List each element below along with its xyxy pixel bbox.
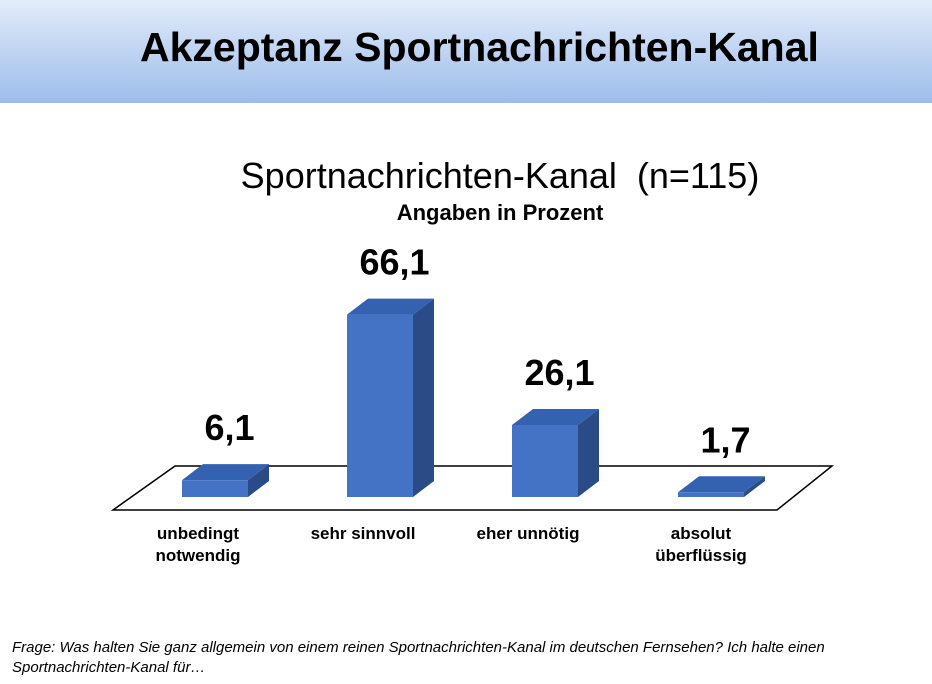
value-label: 66,1 (359, 242, 429, 283)
category-label: sehr sinnvoll (311, 524, 416, 543)
bar-side-face (413, 298, 434, 497)
chart-subtitle: Angaben in Prozent (396, 200, 604, 225)
bar-top-face (678, 476, 765, 493)
bar-side-face (248, 464, 269, 497)
bar-front-face (182, 480, 248, 497)
category-label: eher unnötig (477, 524, 580, 543)
bar-top-face (347, 298, 434, 315)
category-label: notwendig (156, 546, 241, 565)
bar-top-face (512, 408, 599, 425)
value-label: 6,1 (204, 407, 254, 448)
bar-2 (347, 298, 434, 497)
bar-3 (512, 408, 599, 497)
bar-top-face (182, 464, 269, 481)
bar-side-face (744, 476, 765, 497)
bar-front-face (512, 424, 578, 497)
value-label: 26,1 (524, 352, 594, 393)
header-banner: Akzeptanz Sportnachrichten-Kanal (0, 0, 932, 103)
bar-side-face (578, 408, 599, 497)
category-label: absolut (671, 524, 732, 543)
bar-4 (678, 476, 765, 497)
chart-title: Sportnachrichten-Kanal (n=115) (240, 155, 760, 196)
survey-question: Frage: Was halten Sie ganz allgemein von… (12, 639, 825, 676)
chart-floor (110, 465, 835, 511)
value-label: 1,7 (700, 419, 750, 460)
bar-front-face (347, 314, 413, 497)
category-label: überflüssig (655, 546, 747, 565)
bar-front-face (678, 492, 744, 497)
bar-1 (182, 464, 269, 497)
category-label: unbedingt (157, 524, 239, 543)
slide-title: Akzeptanz Sportnachrichten-Kanal (140, 24, 819, 70)
